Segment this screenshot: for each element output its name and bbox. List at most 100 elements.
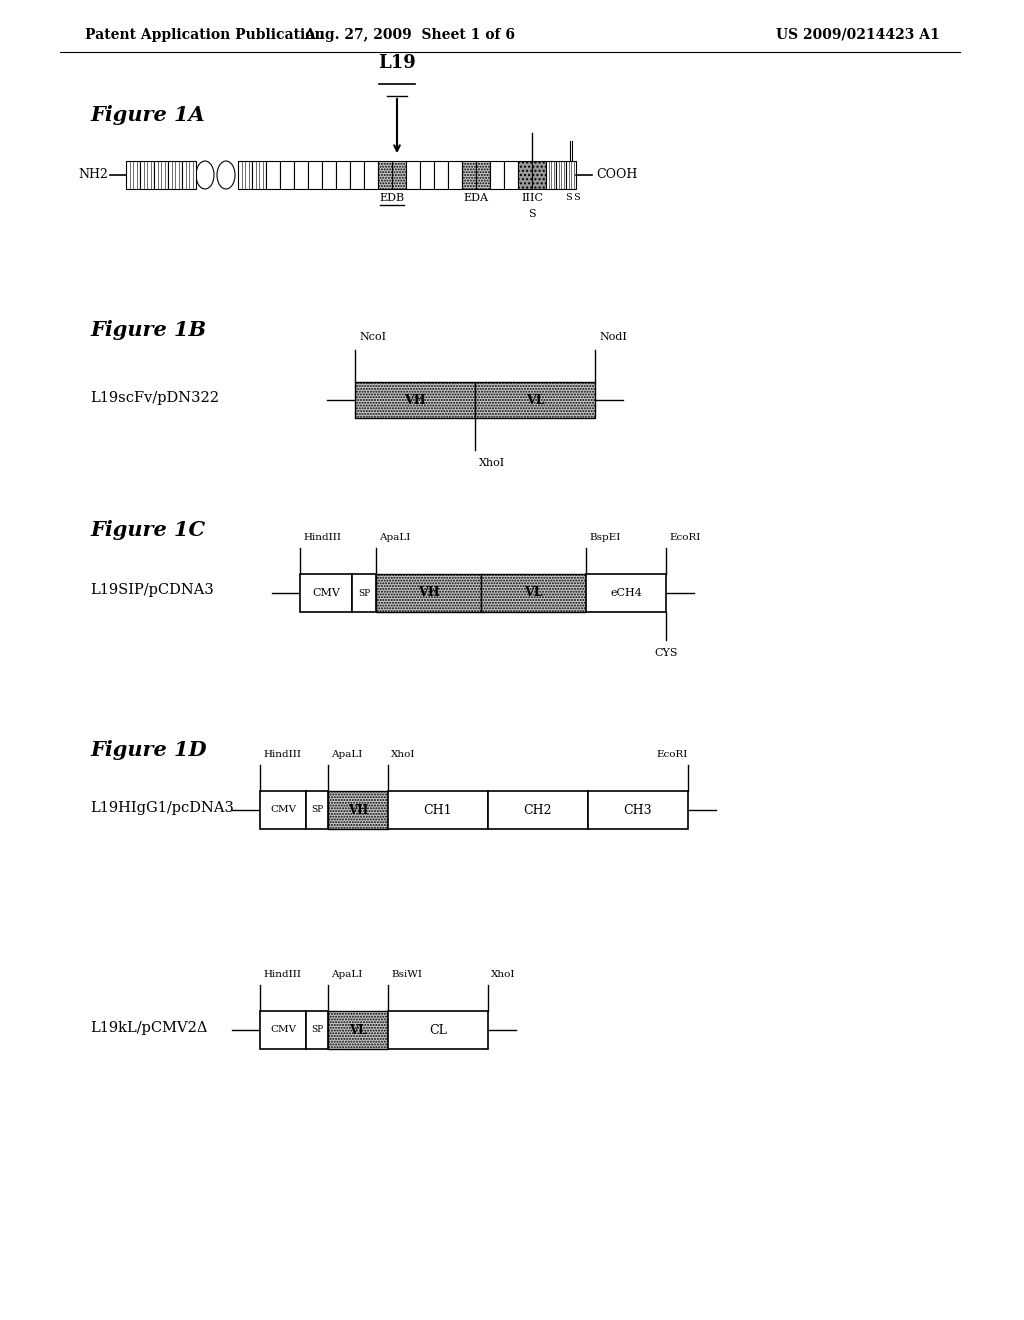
Bar [328,1011,388,1049]
Bar [392,161,406,189]
Bar [350,161,364,189]
Text: L19SIP/pCDNA3: L19SIP/pCDNA3 [90,583,214,597]
Text: XhoI: XhoI [490,970,515,979]
Bar [300,574,352,612]
Text: EcoRI: EcoRI [669,533,700,543]
Text: CH2: CH2 [523,804,552,817]
Bar [462,161,476,189]
Text: VH: VH [348,804,368,817]
Bar [238,161,252,189]
Ellipse shape [196,161,214,189]
Text: Figure 1D: Figure 1D [90,741,207,760]
Text: eCH4: eCH4 [610,587,642,598]
Text: HindIII: HindIII [263,750,301,759]
Text: EDB: EDB [380,193,404,203]
Bar [488,791,588,829]
Text: BsiWI: BsiWI [391,970,422,979]
Text: ApaLI: ApaLI [379,533,411,543]
Bar [140,161,154,189]
Text: VH: VH [418,586,439,599]
Bar [168,161,182,189]
Bar [586,574,666,612]
Text: CYS: CYS [654,648,678,657]
Text: S: S [572,193,580,202]
Text: Patent Application Publication: Patent Application Publication [85,28,325,42]
Text: CMV: CMV [270,1026,296,1035]
Bar [294,161,308,189]
Bar [566,161,575,189]
Bar [306,791,328,829]
Text: HindIII: HindIII [303,533,341,543]
Bar [364,161,378,189]
Text: NodI: NodI [599,333,627,342]
Bar [376,574,481,612]
Bar [481,574,586,612]
Text: S: S [565,193,572,202]
Text: CMV: CMV [312,587,340,598]
Text: L19scFv/pDN322: L19scFv/pDN322 [90,391,219,405]
Bar [588,791,688,829]
Bar [546,161,556,189]
Bar [328,791,388,829]
Text: VL: VL [524,586,543,599]
Text: L19kL/pCMV2Δ: L19kL/pCMV2Δ [90,1020,208,1035]
Bar [336,161,350,189]
Text: CH1: CH1 [424,804,453,817]
Bar [352,574,376,612]
Bar [532,161,546,189]
Text: Figure 1C: Figure 1C [90,520,205,540]
Bar [252,161,266,189]
Text: VH: VH [404,393,426,407]
Bar [490,161,504,189]
Bar [306,1011,328,1049]
Bar [518,161,532,189]
Bar [420,161,434,189]
Text: NH2: NH2 [78,169,108,181]
Bar [504,161,518,189]
Text: Aug. 27, 2009  Sheet 1 of 6: Aug. 27, 2009 Sheet 1 of 6 [304,28,515,42]
Text: EcoRI: EcoRI [656,750,688,759]
Bar [308,161,322,189]
Text: VL: VL [525,393,544,407]
Bar [388,791,488,829]
Bar [378,161,392,189]
Text: ApaLI: ApaLI [331,750,362,759]
Text: CL: CL [429,1023,446,1036]
Bar [434,161,449,189]
Text: CMV: CMV [270,805,296,814]
Text: ApaLI: ApaLI [331,970,362,979]
Text: SP: SP [311,805,324,814]
Text: US 2009/0214423 A1: US 2009/0214423 A1 [776,28,940,42]
Text: SP: SP [311,1026,324,1035]
Bar [182,161,196,189]
Text: HindIII: HindIII [263,970,301,979]
Bar [556,161,566,189]
Text: SP: SP [357,589,370,598]
Text: S: S [528,209,536,219]
Bar [260,1011,306,1049]
Text: VL: VL [349,1023,367,1036]
Bar [476,161,490,189]
Bar [449,161,462,189]
Text: L19: L19 [378,54,416,73]
Bar [406,161,420,189]
Bar [355,381,475,418]
Text: BspEI: BspEI [589,533,621,543]
Bar [322,161,336,189]
Text: CH3: CH3 [624,804,652,817]
Bar [475,381,595,418]
Bar [260,791,306,829]
Text: COOH: COOH [596,169,637,181]
Text: XhoI: XhoI [391,750,416,759]
Text: XhoI: XhoI [479,458,505,469]
Text: Figure 1B: Figure 1B [90,319,206,341]
Text: NcoI: NcoI [359,333,386,342]
Text: EDA: EDA [464,193,488,203]
Text: IIIC: IIIC [521,193,543,203]
Text: Figure 1A: Figure 1A [90,106,205,125]
Bar [388,1011,488,1049]
Ellipse shape [217,161,234,189]
Bar [154,161,168,189]
Bar [126,161,140,189]
Bar [266,161,280,189]
